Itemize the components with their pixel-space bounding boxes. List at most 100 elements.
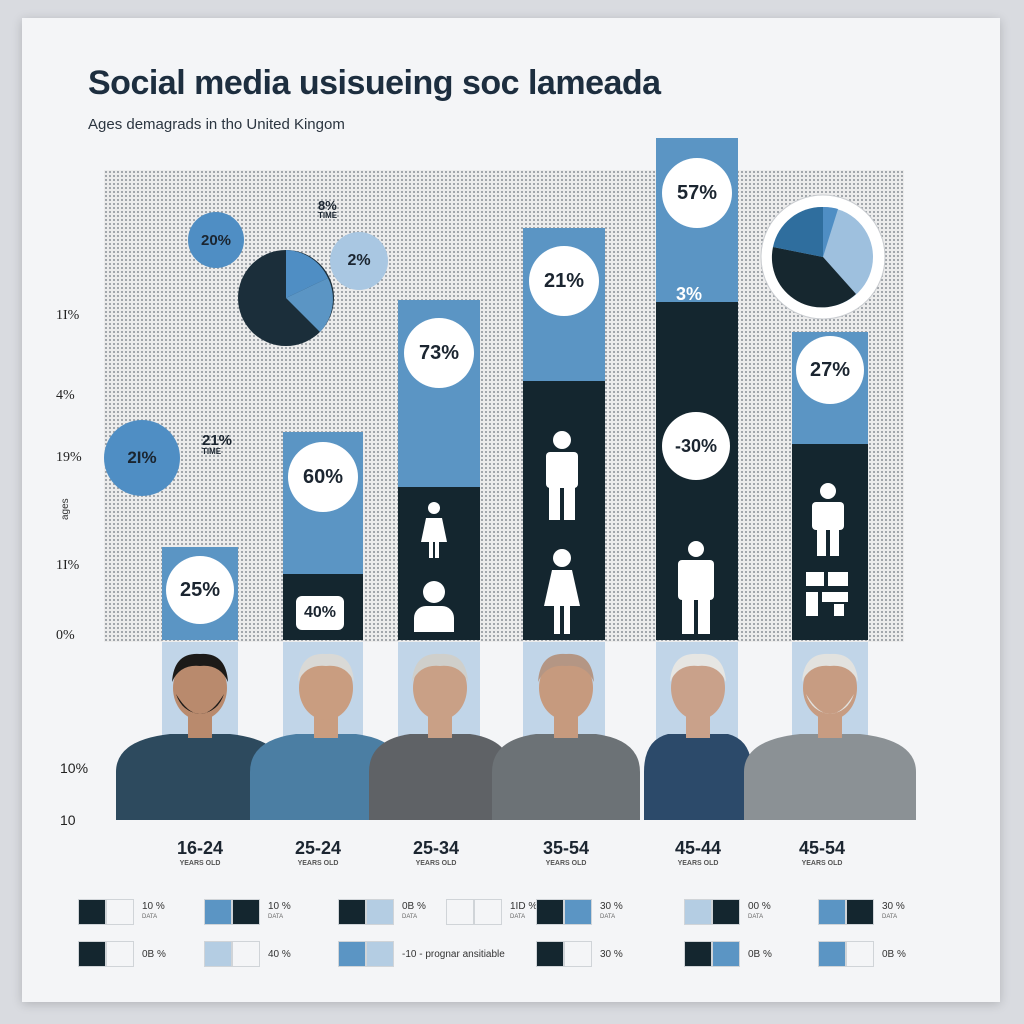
legend-swatch [846, 941, 874, 967]
male-figure-icon [546, 431, 578, 520]
bottom-axis-label: 10% [60, 760, 89, 776]
category-sublabel: YEARS OLD [179, 860, 221, 867]
category-label-text: 25-24 [294, 838, 342, 858]
legend-label-text: 30 % [600, 948, 623, 960]
pie-slice [286, 278, 333, 332]
legend-sublabel: DATA [402, 914, 418, 920]
category-label-text: 16-24 [176, 838, 224, 858]
category-label-text: 35-54 [542, 838, 590, 858]
legend-swatch [106, 899, 134, 925]
legend-item: 30 % DATA [818, 899, 905, 925]
category-label-text: 45-54 [798, 838, 846, 858]
pie-slice [773, 206, 823, 257]
legend-item: 0B % DATA [338, 899, 426, 925]
legend-label-text: 10 % [268, 901, 291, 912]
left-callout-value: 21% [202, 432, 233, 449]
legend-label: 0B % DATA [402, 901, 426, 923]
pie-slice [771, 247, 856, 308]
legend-swatch [846, 899, 874, 925]
pie-chart-left [238, 250, 334, 346]
legend-swatch [338, 941, 366, 967]
legend-label: 0B % [748, 949, 772, 960]
legend-item: 40 % [204, 941, 291, 967]
legend-label-text: 0B % [882, 948, 906, 960]
chart-title: Social media usisueing soc lameada [88, 64, 661, 102]
category-label: 45-54 YEARS OLD [777, 838, 867, 867]
legend-label-text: 10 % [142, 901, 165, 912]
bar-inner-label: 40% [296, 596, 344, 630]
legend-item: 10 % DATA [78, 899, 165, 925]
female-figure-icon [421, 502, 447, 558]
legend-item: 10 % DATA [204, 899, 291, 925]
chart-glyph-icon [806, 572, 848, 616]
chart-subtitle: Ages demagrads in tho United Kingom [88, 116, 345, 133]
category-label: 25-24 YEARS OLD [273, 838, 363, 867]
female-figure-icon [544, 549, 580, 634]
bar-value-label: 21% [529, 246, 599, 316]
legend-sublabel: DATA [748, 914, 764, 920]
legend-label-text: 0B % [402, 901, 426, 912]
legend-label: 0B % [882, 949, 906, 960]
category-label-text: 25-34 [412, 838, 460, 858]
legend-swatch [232, 899, 260, 925]
category-sublabel: YEARS OLD [801, 860, 843, 867]
y-axis-title: ages [60, 498, 71, 520]
legend-swatch [106, 941, 134, 967]
y-tick-label: 1I% [56, 308, 80, 323]
legend-item: 0B % [78, 941, 166, 967]
legend-swatch [338, 899, 366, 925]
bar-value-label: 27% [796, 336, 864, 404]
legend-label-text: 00 % [748, 901, 771, 912]
pie-slice [823, 206, 838, 257]
legend-item: 1ID % DATA [446, 899, 537, 925]
category-sublabel: YEARS OLD [677, 860, 719, 867]
y-tick-label: 1I% [56, 558, 80, 573]
legend-label-text: 0B % [142, 948, 166, 960]
category-sublabel: YEARS OLD [415, 860, 457, 867]
legend-swatch [712, 899, 740, 925]
legend-sublabel: DATA [268, 914, 284, 920]
legend-item: 30 % [536, 941, 623, 967]
pie-chart-right [760, 194, 886, 320]
legend-sublabel: DATA [882, 914, 898, 920]
legend-label: 00 % DATA [748, 901, 771, 923]
legend-label: 1ID % DATA [510, 901, 537, 923]
legend-swatch [204, 941, 232, 967]
legend-label-text: -10 - prognar ansitiable [402, 948, 505, 960]
bottom-axis-label: 10 [60, 812, 76, 828]
legend-swatch [366, 941, 394, 967]
legend-swatch [818, 941, 846, 967]
category-label-text: 45-44 [674, 838, 722, 858]
legend-swatch [232, 941, 260, 967]
top-callout-sub: TIME [318, 211, 338, 220]
bar-value-label: 57% [662, 158, 732, 228]
y-tick-label: 4% [56, 388, 75, 403]
top-callout-value: 8% [318, 198, 337, 213]
person-photo [492, 653, 640, 820]
legend-swatch [684, 941, 712, 967]
legend-swatch [564, 899, 592, 925]
category-sublabel: YEARS OLD [297, 860, 339, 867]
person-photo [250, 653, 402, 820]
category-label: 35-54 YEARS OLD [521, 838, 611, 867]
person-bust-icon [414, 581, 454, 632]
legend-sublabel: DATA [510, 914, 526, 920]
bar-value-label: 60% [288, 442, 358, 512]
category-sublabel: YEARS OLD [545, 860, 587, 867]
category-label: 45-44 YEARS OLD [653, 838, 743, 867]
legend-label: 10 % DATA [142, 901, 165, 923]
top-callout-bubble: 20% [188, 212, 244, 268]
pie-slice [286, 250, 328, 298]
legend-sublabel: DATA [600, 914, 616, 920]
legend-swatch [78, 941, 106, 967]
legend-label: 30 % [600, 949, 623, 960]
legend-label: 30 % DATA [600, 901, 623, 923]
male-figure-icon [812, 483, 844, 556]
legend-label: -10 - prognar ansitiable [402, 949, 505, 960]
pie-callout-bubble: 2% [330, 232, 388, 290]
legend-swatch [446, 899, 474, 925]
y-tick-label: 0% [56, 628, 75, 643]
legend-swatch [366, 899, 394, 925]
legend-swatch [78, 899, 106, 925]
legend-label: 30 % DATA [882, 901, 905, 923]
